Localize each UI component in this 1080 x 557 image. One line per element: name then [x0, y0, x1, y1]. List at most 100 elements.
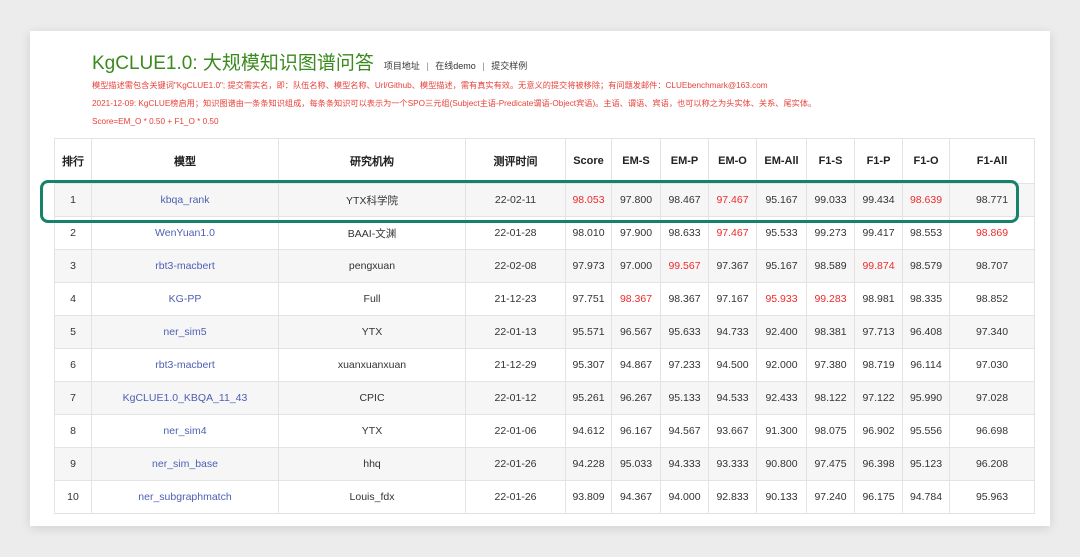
column-header-em-o[interactable]: EM-O [708, 138, 757, 184]
cell-institution: xuanxuanxuan [278, 348, 466, 382]
table-row: 4 KG-PP Full 21-12-23 97.751 98.367 98.367 97.1… [54, 282, 1035, 316]
cell-f1-o: 96.408 [902, 315, 950, 349]
cell-em-o: 94.500 [708, 348, 757, 382]
cell-institution: YTX [278, 315, 466, 349]
column-header-em-p[interactable]: EM-P [660, 138, 709, 184]
cell-em-p: 94.000 [660, 480, 709, 514]
cell-f1-all: 97.030 [949, 348, 1035, 382]
cell-eval-date: 22-01-26 [465, 480, 566, 514]
cell-model[interactable]: WenYuan1.0 [91, 216, 279, 250]
cell-f1-all: 96.698 [949, 414, 1035, 448]
online-demo-link[interactable]: 在线demo [435, 61, 476, 71]
cell-em-s: 96.167 [611, 414, 661, 448]
cell-model[interactable]: kbqa_rank [91, 183, 279, 217]
cell-institution: YTX科学院 [278, 183, 466, 217]
cell-em-p: 99.567 [660, 249, 709, 283]
cell-em-o: 94.533 [708, 381, 757, 415]
cell-em-all: 95.167 [756, 183, 807, 217]
cell-em-p: 98.367 [660, 282, 709, 316]
cell-em-all: 92.400 [756, 315, 807, 349]
cell-eval-date: 22-01-26 [465, 447, 566, 481]
notes: 模型描述需包含关键词"KgCLUE1.0"; 提交需实名，即：队伍名称、模型名称… [92, 77, 1030, 131]
column-header-score[interactable]: Score [565, 138, 612, 184]
cell-f1-p: 99.434 [854, 183, 903, 217]
column-header-f1-s[interactable]: F1-S [806, 138, 855, 184]
cell-f1-all: 95.963 [949, 480, 1035, 514]
cell-f1-o: 98.639 [902, 183, 950, 217]
table-body: 1 kbqa_rank YTX科学院 22-02-11 98.053 97.800 98.4… [54, 183, 1035, 514]
cell-f1-s: 98.381 [806, 315, 855, 349]
cell-f1-p: 96.175 [854, 480, 903, 514]
cell-model[interactable]: ner_sim4 [91, 414, 279, 448]
cell-f1-p: 96.398 [854, 447, 903, 481]
cell-eval-date: 22-01-12 [465, 381, 566, 415]
cell-em-all: 95.933 [756, 282, 807, 316]
cell-f1-all: 98.869 [949, 216, 1035, 250]
table-row: 2 WenYuan1.0 BAAI-文渊 22-01-28 98.010 97.900 98… [54, 216, 1035, 250]
cell-f1-p: 98.719 [854, 348, 903, 382]
cell-institution: pengxuan [278, 249, 466, 283]
note-submission-rules: 模型描述需包含关键词"KgCLUE1.0"; 提交需实名，即：队伍名称、模型名称… [92, 81, 768, 90]
cell-institution: CPIC [278, 381, 466, 415]
column-header-model[interactable]: 模型 [91, 138, 279, 184]
cell-em-all: 90.133 [756, 480, 807, 514]
cell-institution: Full [278, 282, 466, 316]
cell-em-p: 94.567 [660, 414, 709, 448]
column-header-em-s[interactable]: EM-S [611, 138, 661, 184]
cell-eval-date: 22-01-13 [465, 315, 566, 349]
title-row: KgCLUE1.0: 大规模知识图谱问答 项目地址 | 在线demo | 提交样… [92, 48, 1030, 75]
cell-score: 94.228 [565, 447, 612, 481]
table-row: 10 ner_subgraphmatch Louis_fdx 22-01-26 93.8… [54, 480, 1035, 514]
submit-example-link[interactable]: 提交样例 [491, 61, 528, 71]
cell-score: 97.973 [565, 249, 612, 283]
cell-em-p: 97.233 [660, 348, 709, 382]
cell-f1-o: 95.990 [902, 381, 950, 415]
cell-em-all: 95.167 [756, 249, 807, 283]
cell-rank: 1 [54, 183, 92, 217]
cell-model[interactable]: ner_subgraphmatch [91, 480, 279, 514]
cell-rank: 7 [54, 381, 92, 415]
cell-em-all: 92.433 [756, 381, 807, 415]
cell-f1-p: 99.417 [854, 216, 903, 250]
cell-em-s: 97.000 [611, 249, 661, 283]
cell-model[interactable]: KgCLUE1.0_KBQA_11_43 [91, 381, 279, 415]
column-header-institution[interactable]: 研究机构 [278, 138, 466, 184]
cell-f1-s: 97.475 [806, 447, 855, 481]
column-header-em-all[interactable]: EM-All [756, 138, 807, 184]
column-header-rank[interactable]: 排行 [54, 138, 92, 184]
column-header-f1-all[interactable]: F1-All [949, 138, 1035, 184]
cell-em-o: 94.733 [708, 315, 757, 349]
table-row: 7 KgCLUE1.0_KBQA_11_43 CPIC 22-01-12 95.261 9… [54, 381, 1035, 415]
cell-f1-s: 99.033 [806, 183, 855, 217]
cell-f1-s: 97.380 [806, 348, 855, 382]
cell-f1-s: 97.240 [806, 480, 855, 514]
page-title: KgCLUE1.0: 大规模知识图谱问答 [92, 53, 374, 74]
cell-rank: 6 [54, 348, 92, 382]
project-link[interactable]: 项目地址 [383, 61, 420, 71]
column-header-f1-o[interactable]: F1-O [902, 138, 950, 184]
cell-f1-p: 99.874 [854, 249, 903, 283]
cell-institution: YTX [278, 414, 466, 448]
link-separator: | [426, 61, 429, 71]
cell-f1-all: 98.852 [949, 282, 1035, 316]
cell-model[interactable]: rbt3-macbert [91, 249, 279, 283]
cell-f1-o: 95.556 [902, 414, 950, 448]
column-header-eval-date[interactable]: 测评时间 [465, 138, 566, 184]
table-row: 3 rbt3-macbert pengxuan 22-02-08 97.973 97.00… [54, 249, 1035, 283]
cell-score: 98.010 [565, 216, 612, 250]
cell-model[interactable]: ner_sim5 [91, 315, 279, 349]
cell-em-o: 92.833 [708, 480, 757, 514]
cell-model[interactable]: ner_sim_base [91, 447, 279, 481]
cell-em-s: 94.867 [611, 348, 661, 382]
leaderboard-table: 排行 模型 研究机构 测评时间 Score EM-S EM-P EM-O EM-All F1-S F… [54, 138, 1035, 514]
cell-f1-s: 98.589 [806, 249, 855, 283]
cell-f1-o: 96.114 [902, 348, 950, 382]
column-header-f1-p[interactable]: F1-P [854, 138, 903, 184]
cell-eval-date: 21-12-23 [465, 282, 566, 316]
cell-model[interactable]: KG-PP [91, 282, 279, 316]
cell-em-p: 98.633 [660, 216, 709, 250]
cell-eval-date: 22-02-08 [465, 249, 566, 283]
cell-em-o: 93.333 [708, 447, 757, 481]
cell-model[interactable]: rbt3-macbert [91, 348, 279, 382]
cell-em-s: 98.367 [611, 282, 661, 316]
